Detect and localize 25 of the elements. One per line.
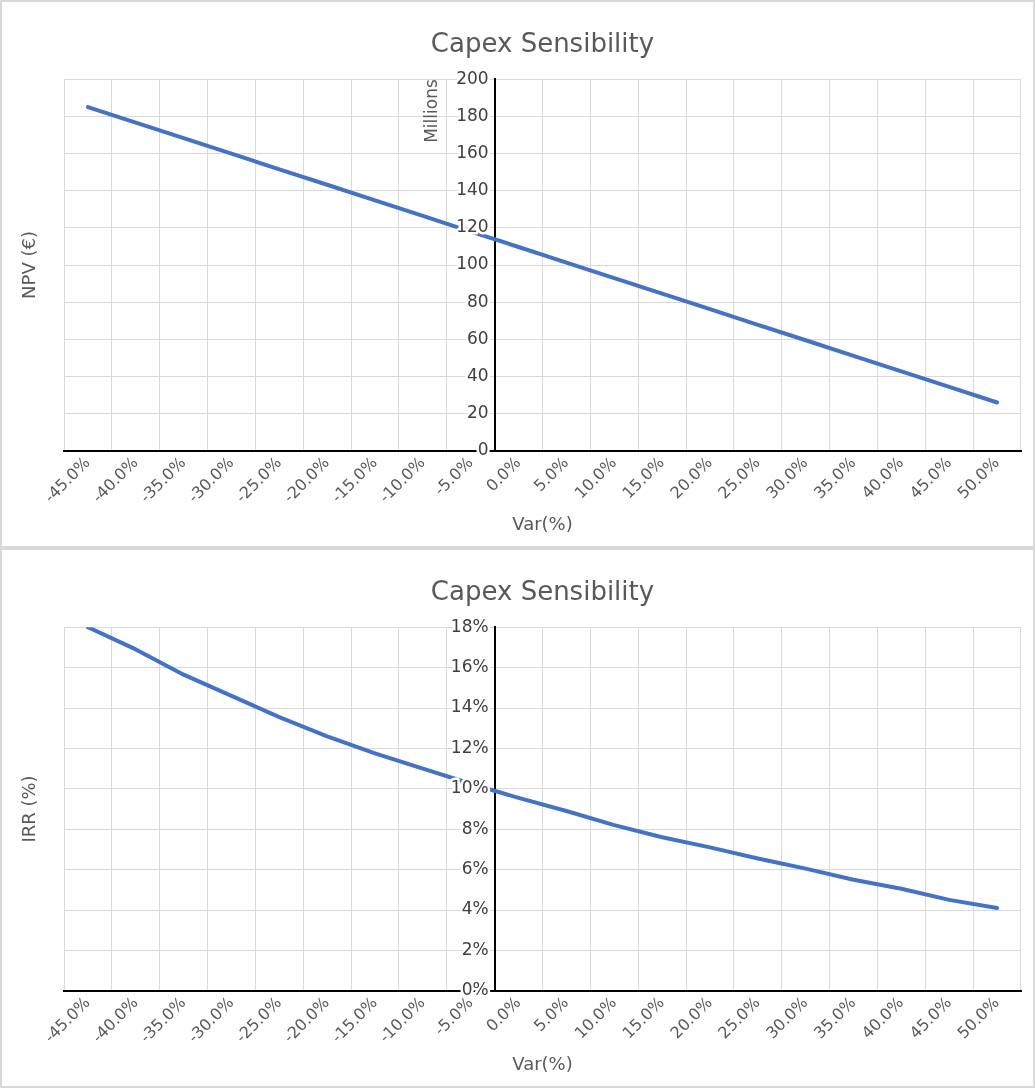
y-tick-label: 12% (450, 736, 489, 757)
chart-title: Capex Sensibility (430, 576, 655, 607)
y-tick-label: 16% (450, 656, 489, 677)
annotation: Millions (421, 79, 442, 143)
y-tick-label: 80 (467, 290, 489, 311)
y-tick-label: 14% (450, 696, 489, 717)
x-axis-title: Var(%) (512, 1052, 573, 1074)
y-tick-label: 6% (461, 858, 489, 879)
chart-title: Capex Sensibility (430, 28, 655, 59)
y-tick-label: 60 (467, 327, 489, 348)
y-tick-label: 4% (461, 898, 489, 919)
y-axis-title: NPV (€) (17, 231, 39, 299)
x-axis-title: Var(%) (512, 512, 573, 534)
y-tick-label: 180 (456, 104, 489, 125)
y-tick-label: 140 (456, 179, 489, 200)
y-tick-label: 18% (450, 615, 489, 636)
y-tick-label: 200 (456, 67, 489, 88)
y-tick-label: 160 (456, 141, 489, 162)
y-tick-label: 40 (467, 364, 489, 385)
y-tick-label: 20 (467, 402, 489, 423)
y-tick-label: 100 (456, 253, 489, 274)
y-tick-label: 2% (461, 938, 489, 959)
y-tick-label: 120 (456, 216, 489, 237)
y-axis-title: IRR (%) (17, 775, 39, 843)
y-tick-label: 8% (461, 817, 489, 838)
